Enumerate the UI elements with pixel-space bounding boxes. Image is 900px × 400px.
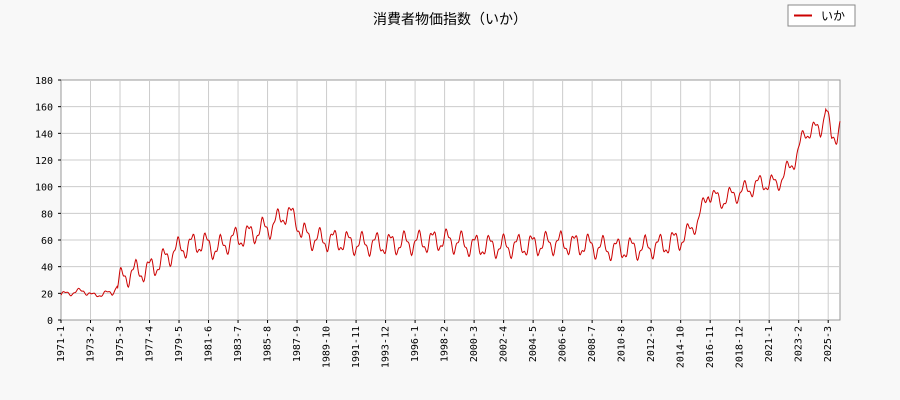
x-tick-label: 1987-9	[292, 326, 303, 362]
y-tick-label: 120	[35, 156, 53, 167]
x-tick-label: 1985-8	[263, 326, 274, 362]
x-grid	[90, 80, 829, 320]
x-tick-label: 2023-2	[794, 326, 805, 362]
series-line	[60, 107, 841, 298]
legend: いか	[787, 4, 856, 27]
y-tick-label: 180	[35, 76, 53, 87]
x-tick-label: 1998-2	[440, 326, 451, 362]
y-tick-label: 160	[35, 103, 53, 114]
x-tick-label: 1977-4	[145, 326, 156, 362]
x-tick-label: 2018-12	[735, 326, 746, 368]
y-axis-ticks: 0 20 40 60 80 100 120 140 160 180	[35, 76, 61, 327]
x-tick-label: 1973-2	[86, 326, 97, 362]
x-tick-label: 1996-1	[410, 326, 421, 362]
series-layer	[60, 107, 841, 298]
y-tick-label: 20	[41, 289, 53, 300]
legend-box	[787, 4, 856, 27]
x-tick-label: 2006-6	[558, 326, 569, 362]
x-tick-label: 2004-5	[528, 326, 539, 362]
y-tick-label: 140	[35, 129, 53, 140]
x-tick-label: 2010-8	[617, 326, 628, 362]
x-tick-label: 2025-3	[823, 326, 834, 362]
x-tick-label: 2002-4	[499, 326, 510, 362]
x-tick-label: 1991-11	[351, 326, 362, 368]
x-axis-ticks: 1971-1 1973-2 1975-3 1977-4 1979-5 1981-6 1983…	[56, 320, 834, 368]
x-tick-label: 1981-6	[204, 326, 215, 362]
x-tick-label: 2016-11	[705, 326, 716, 368]
y-tick-label: 40	[41, 263, 53, 274]
x-tick-label: 2014-10	[676, 326, 687, 368]
x-tick-label: 1971-1	[56, 326, 67, 362]
x-tick-label: 1989-10	[322, 326, 333, 368]
y-tick-label: 100	[35, 183, 53, 194]
x-tick-label: 1983-7	[233, 326, 244, 362]
chart-title: 消費者物価指数（いか）	[373, 12, 527, 28]
x-tick-label: 1975-3	[115, 326, 126, 362]
y-tick-label: 60	[41, 236, 53, 247]
x-tick-label: 1993-12	[381, 326, 392, 368]
x-tick-label: 2000-3	[469, 326, 480, 362]
x-tick-label: 2012-9	[646, 326, 657, 362]
y-tick-label: 0	[47, 316, 53, 327]
y-tick-label: 80	[41, 209, 53, 220]
x-tick-label: 1979-5	[174, 326, 185, 362]
legend-label: いか	[821, 9, 845, 23]
x-tick-label: 2008-7	[587, 326, 598, 362]
plot-area	[60, 79, 841, 321]
x-tick-label: 2021-1	[764, 326, 775, 362]
